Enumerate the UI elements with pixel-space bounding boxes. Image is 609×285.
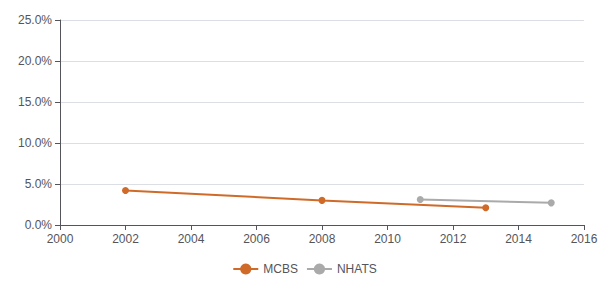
svg-text:2008: 2008 <box>309 232 336 246</box>
svg-text:5.0%: 5.0% <box>25 177 53 191</box>
svg-text:2016: 2016 <box>571 232 598 246</box>
svg-text:2004: 2004 <box>178 232 205 246</box>
svg-text:2000: 2000 <box>47 232 74 246</box>
svg-text:0.0%: 0.0% <box>25 218 53 232</box>
svg-text:15.0%: 15.0% <box>18 95 52 109</box>
svg-text:20.0%: 20.0% <box>18 54 52 68</box>
svg-text:2010: 2010 <box>374 232 401 246</box>
svg-text:2006: 2006 <box>243 232 270 246</box>
svg-text:2012: 2012 <box>440 232 467 246</box>
svg-text:2014: 2014 <box>505 232 532 246</box>
svg-text:10.0%: 10.0% <box>18 136 52 150</box>
svg-text:2002: 2002 <box>112 232 139 246</box>
svg-text:NHATS: NHATS <box>337 262 377 276</box>
svg-text:25.0%: 25.0% <box>18 13 52 27</box>
svg-text:MCBS: MCBS <box>263 262 298 276</box>
